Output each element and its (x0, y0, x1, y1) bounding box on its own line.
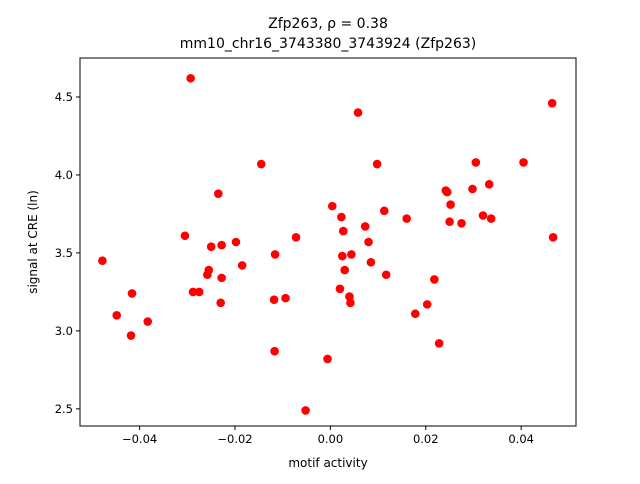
data-point (231, 237, 241, 247)
y-tick-label: 3.0 (55, 324, 73, 338)
x-tick-label: 0.00 (318, 432, 344, 446)
data-point (484, 180, 494, 189)
y-tick-label: 4.0 (55, 168, 73, 182)
x-tick-label: −0.02 (217, 432, 252, 446)
data-point (548, 233, 558, 242)
data-point (410, 309, 420, 319)
y-axis: 2.5 3.0 3.5 4.0 4.5 (55, 90, 80, 416)
x-axis: −0.04 −0.02 0.00 0.02 0.04 (122, 426, 534, 446)
data-point (547, 98, 557, 108)
x-tick-label: 0.04 (508, 432, 534, 446)
data-point (379, 206, 389, 216)
data-point (188, 287, 198, 297)
data-point (471, 158, 481, 167)
data-point (486, 214, 496, 223)
chart-title-line2: mm10_chr16_3743380_3743924 (Zfp263) (180, 36, 476, 52)
data-point (402, 214, 411, 223)
data-point (340, 265, 349, 275)
data-point (126, 331, 136, 340)
data-point (364, 237, 373, 247)
y-axis-label: signal at CRE (ln) (26, 190, 40, 294)
data-point (478, 211, 488, 220)
data-point (214, 189, 223, 198)
data-point (335, 284, 345, 294)
data-point (434, 339, 444, 348)
data-point (270, 346, 279, 356)
data-point (327, 201, 337, 211)
data-point (269, 295, 279, 304)
data-point (186, 73, 195, 83)
data-point (237, 261, 247, 270)
data-point (346, 298, 355, 308)
data-point (347, 250, 356, 259)
data-point (98, 256, 107, 266)
data-point (323, 354, 332, 364)
data-points (98, 73, 558, 415)
data-point (366, 257, 376, 267)
y-tick-label: 2.5 (55, 402, 73, 416)
data-point (204, 265, 214, 275)
data-point (281, 293, 290, 303)
data-point (256, 159, 266, 169)
data-point (338, 251, 347, 261)
data-point (217, 273, 226, 283)
data-point (468, 184, 477, 194)
data-point (519, 158, 528, 167)
data-point (353, 108, 363, 117)
chart-title-line1: Zfp263, ρ = 0.38 (268, 16, 388, 32)
data-point (430, 275, 439, 284)
data-point (445, 217, 454, 227)
data-point (301, 406, 310, 415)
data-point (422, 300, 432, 309)
data-point (372, 159, 382, 169)
data-point (381, 270, 391, 280)
y-tick-label: 3.5 (55, 246, 73, 260)
data-point (217, 240, 226, 250)
data-point (337, 212, 346, 222)
x-tick-label: 0.02 (413, 432, 439, 446)
x-axis-label: motif activity (288, 456, 367, 470)
data-point (270, 250, 280, 259)
data-point (143, 317, 153, 326)
data-point (446, 200, 455, 209)
plot-area-frame (79, 57, 577, 427)
data-point (360, 222, 370, 231)
data-point (180, 231, 190, 241)
data-point (112, 310, 122, 320)
x-tick-label: −0.04 (122, 432, 157, 446)
y-tick-label: 4.5 (55, 90, 73, 104)
data-point (442, 187, 452, 197)
data-point (194, 287, 204, 297)
data-point (216, 298, 225, 308)
data-point (291, 233, 301, 242)
data-point (457, 218, 466, 228)
data-point (206, 242, 216, 251)
data-point (127, 289, 137, 298)
data-point (338, 226, 348, 236)
